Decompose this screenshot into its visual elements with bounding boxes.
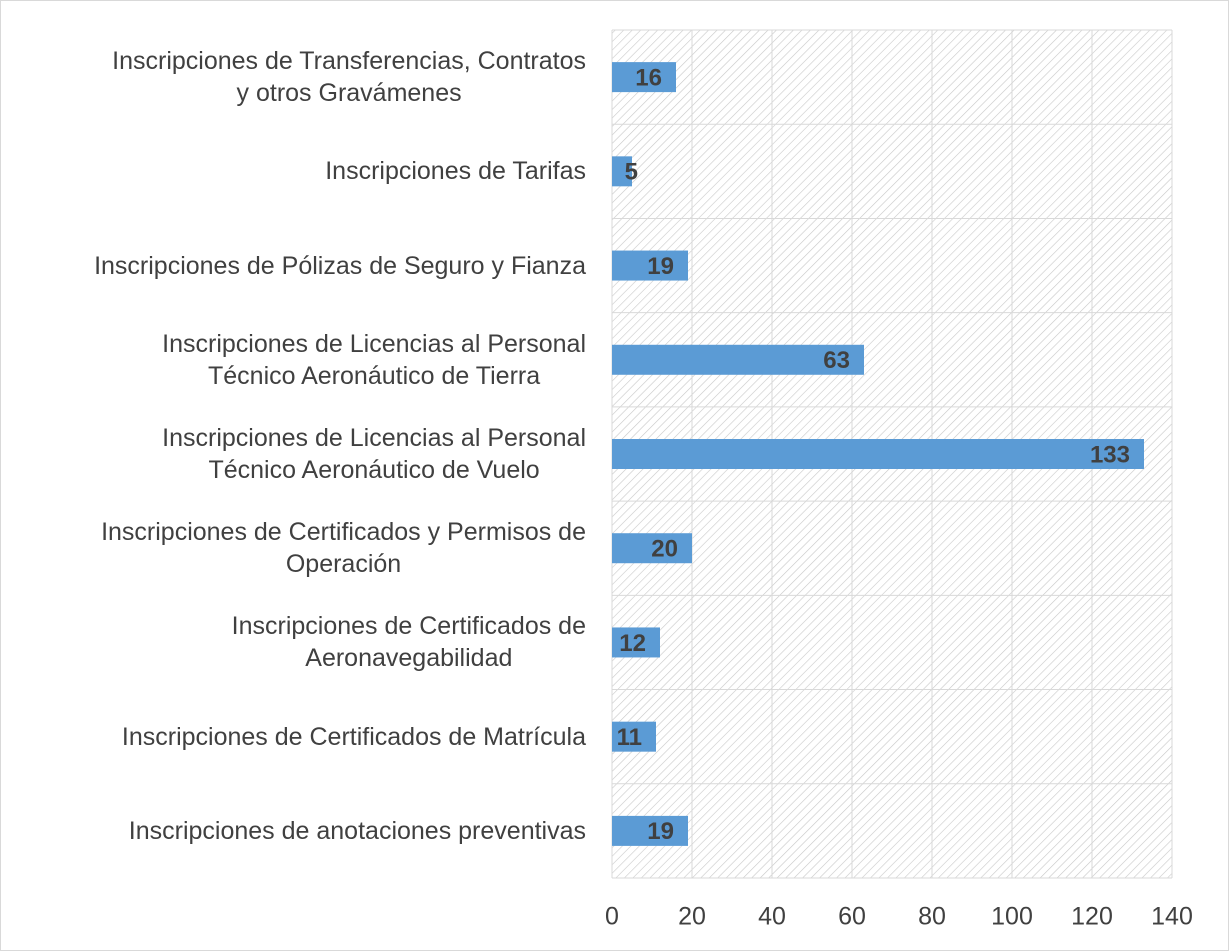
- x-tick-label: 60: [838, 903, 866, 931]
- bar: [612, 627, 660, 658]
- data-label: 12: [619, 630, 646, 657]
- data-label: 19: [647, 253, 674, 280]
- data-label: 11: [617, 724, 642, 751]
- y-tick-label: Inscripciones de Certificados de Aeronav…: [231, 612, 586, 673]
- x-tick-label: 40: [758, 903, 786, 931]
- bar: [612, 62, 676, 93]
- x-tick-label: 140: [1151, 903, 1193, 931]
- data-label: 133: [1090, 441, 1130, 468]
- bar: [612, 721, 656, 752]
- y-tick-label: Inscripciones de anotaciones preventivas: [128, 816, 586, 845]
- data-label: 5: [625, 159, 638, 186]
- y-tick-label: Inscripciones de Certificados de Matrícu…: [121, 722, 586, 751]
- bar: [612, 533, 692, 564]
- y-tick-label: Inscripciones de Pólizas de Seguro y Fia…: [94, 251, 586, 280]
- data-label: 20: [651, 536, 678, 563]
- x-tick-label: 0: [605, 903, 619, 931]
- bar: [612, 156, 632, 187]
- x-tick-label: 100: [991, 903, 1033, 931]
- bar: [612, 439, 1144, 469]
- x-tick-label: 80: [918, 903, 946, 931]
- x-tick-label: 120: [1071, 903, 1113, 931]
- bar: [612, 250, 688, 281]
- bar: [612, 344, 864, 375]
- data-label: 63: [823, 347, 850, 374]
- x-tick-label: 20: [678, 903, 706, 931]
- bar: [612, 815, 688, 846]
- y-tick-label: Inscripciones de Transferencias, Contrat…: [112, 47, 586, 108]
- y-tick-label: Inscripciones de Licencias al Personal T…: [162, 329, 586, 390]
- data-label: 16: [635, 64, 662, 91]
- y-tick-label: Inscripciones de Tarifas: [325, 157, 586, 186]
- y-tick-label: Inscripciones de Certificados y Permisos…: [101, 518, 586, 579]
- y-tick-label: Inscripciones de Licencias al Personal T…: [162, 424, 586, 484]
- data-label: 19: [647, 818, 674, 845]
